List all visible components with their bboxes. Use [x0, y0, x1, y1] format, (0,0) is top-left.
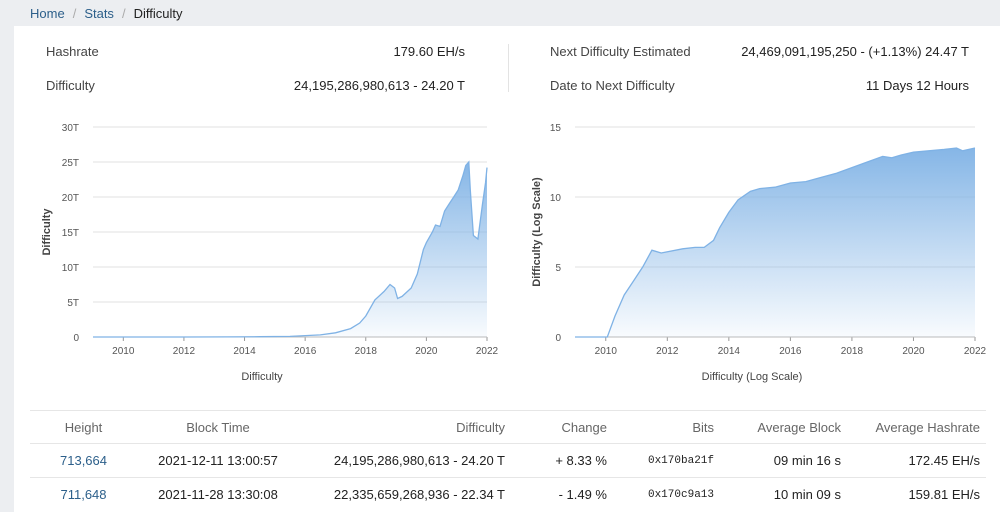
x-tick-label: 2014	[233, 346, 256, 357]
breadcrumb: Home / Stats / Difficulty	[0, 0, 1000, 26]
block-height-link[interactable]: 711,648	[30, 477, 137, 511]
average-hashrate-cell: 159.81 EH/s	[847, 477, 986, 511]
column-header-change: Change	[511, 410, 613, 444]
y-tick-label: 25T	[62, 158, 79, 169]
column-header-height: Height	[30, 410, 137, 444]
y-tick-label: 10	[550, 193, 562, 204]
next-difficulty-label: Next Difficulty Estimated	[550, 44, 691, 59]
change-cell: - 1.49 %	[511, 477, 613, 511]
x-axis-title: Difficulty	[241, 371, 283, 383]
table-row: 711,648 2021-11-28 13:30:08 22,335,659,2…	[30, 477, 986, 511]
y-tick-label: 15	[550, 123, 562, 134]
y-tick-label: 10T	[62, 263, 79, 274]
breadcrumb-stats[interactable]: Stats	[84, 5, 114, 21]
bits-cell: 0x170ba21f	[613, 443, 720, 478]
breadcrumb-separator: /	[72, 5, 77, 21]
difficulty-cell: 24,195,286,980,613 - 24.20 T	[299, 443, 511, 478]
breadcrumb-home[interactable]: Home	[30, 5, 65, 21]
next-difficulty-date-value: 11 Days 12 Hours	[865, 78, 969, 93]
y-tick-label: 20T	[62, 193, 79, 204]
x-tick-label: 2012	[173, 346, 196, 357]
difficulty-table: Height Block Time Difficulty Change Bits…	[30, 410, 986, 511]
hashrate-label: Hashrate	[46, 44, 99, 59]
x-tick-label: 2010	[112, 346, 135, 357]
x-tick-label: 2022	[476, 346, 499, 357]
change-cell: + 8.33 %	[511, 443, 613, 478]
y-tick-label: 15T	[62, 228, 79, 239]
y-axis-title: Difficulty (Log Scale)	[531, 177, 543, 287]
difficulty-log-chart: 0 5 10 15 2010 2012 2014 2016 2018 2020 2022 Diffic…	[531, 123, 987, 383]
series-area	[575, 148, 975, 337]
block-height-link[interactable]: 713,664	[30, 443, 137, 478]
series-line	[93, 160, 488, 338]
y-tick-label: 0	[73, 333, 79, 344]
table-header-row: Height Block Time Difficulty Change Bits…	[30, 410, 986, 444]
y-tick-label: 5T	[67, 298, 79, 309]
hashrate-value: 179.60 EH/s	[393, 44, 465, 59]
y-axis-title: Difficulty	[41, 208, 53, 256]
column-header-block-time: Block Time	[137, 410, 299, 444]
next-difficulty-value: 24,469,091,195,250 - (+1.13%) 24.47 T	[741, 44, 969, 59]
x-tick-label: 2020	[415, 346, 438, 357]
difficulty-chart: 0 5T 10T 15T 20T 25T 30T 2010 2012 2014 2016 2018 20…	[41, 123, 499, 383]
x-tick-label: 2014	[718, 346, 741, 357]
y-tick-label: 5	[555, 263, 561, 274]
bits-cell: 0x170c9a13	[613, 477, 720, 511]
difficulty-cell: 22,335,659,268,936 - 22.34 T	[299, 477, 511, 511]
average-block-cell: 09 min 16 s	[720, 443, 847, 478]
table-row: 713,664 2021-12-11 13:00:57 24,195,286,9…	[30, 443, 986, 478]
x-tick-label: 2020	[902, 346, 925, 357]
x-tick-label: 2016	[294, 346, 317, 357]
average-block-cell: 10 min 09 s	[720, 477, 847, 511]
difficulty-label: Difficulty	[46, 78, 95, 93]
block-time: 2021-12-11 13:00:57	[137, 443, 299, 478]
x-tick-label: 2022	[964, 346, 987, 357]
x-tick-label: 2018	[841, 346, 864, 357]
column-header-average-hashrate: Average Hashrate	[847, 410, 986, 444]
y-tick-label: 30T	[62, 123, 79, 134]
y-tick-label: 0	[555, 333, 561, 344]
next-difficulty-date-label: Date to Next Difficulty	[550, 78, 675, 93]
x-axis-title: Difficulty (Log Scale)	[702, 371, 803, 383]
breadcrumb-current: Difficulty	[133, 5, 183, 21]
x-tick-label: 2012	[656, 346, 679, 357]
x-tick-label: 2018	[355, 346, 378, 357]
column-header-difficulty: Difficulty	[299, 410, 511, 444]
stats-divider	[508, 44, 509, 92]
column-header-bits: Bits	[613, 410, 720, 444]
block-time: 2021-11-28 13:30:08	[137, 477, 299, 511]
difficulty-value: 24,195,286,980,613 - 24.20 T	[293, 78, 465, 93]
x-tick-label: 2016	[779, 346, 802, 357]
average-hashrate-cell: 172.45 EH/s	[847, 443, 986, 478]
column-header-average-block: Average Block	[720, 410, 847, 444]
series-area	[93, 162, 487, 337]
series-line	[575, 147, 976, 338]
breadcrumb-separator: /	[121, 5, 126, 21]
x-tick-label: 2010	[595, 346, 618, 357]
